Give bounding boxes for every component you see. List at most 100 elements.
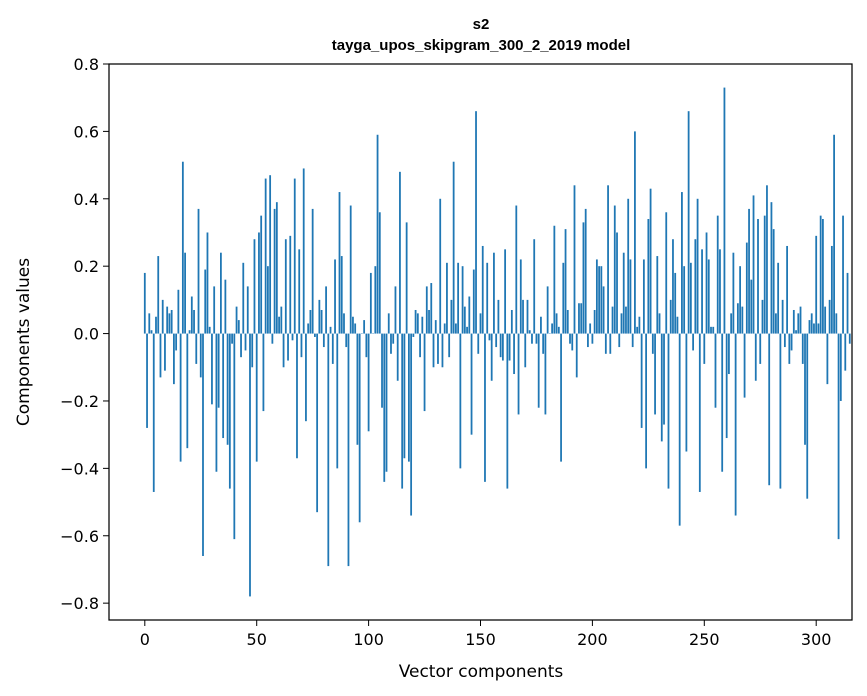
x-tick-label: 300: [801, 630, 832, 649]
bar-106: [381, 333, 383, 408]
x-tick-label: 50: [247, 630, 267, 649]
bar-257: [719, 249, 721, 334]
bar-52: [260, 215, 263, 334]
bar-299: [813, 323, 815, 334]
bar-238: [676, 316, 679, 334]
bar-128: [430, 283, 433, 334]
bar-276: [761, 299, 764, 334]
bar-232: [663, 333, 665, 425]
bar-222: [640, 333, 643, 428]
bar-212: [618, 333, 621, 348]
bar-83: [329, 326, 332, 334]
bar-235: [669, 299, 672, 334]
bar-152: [484, 333, 486, 482]
bar-279: [768, 333, 771, 486]
bar-4: [152, 333, 155, 492]
bar-112: [394, 286, 397, 334]
y-axis-ticks: −0.8 −0.6 −0.4 −0.2 0.0 0.2 0.4 0.6 0.8: [60, 55, 109, 613]
bar-60: [278, 316, 280, 334]
bar-95: [356, 333, 359, 445]
bar-158: [497, 299, 500, 334]
bar-45: [244, 333, 247, 351]
bar-43: [240, 333, 242, 358]
bar-125: [423, 333, 426, 412]
bar-122: [416, 313, 419, 334]
bar-173: [531, 333, 533, 344]
bar-280: [770, 202, 773, 334]
bar-25: [199, 333, 202, 378]
bar-143: [463, 306, 466, 334]
bar-207: [607, 185, 609, 334]
bar-201: [593, 309, 596, 334]
bar-47: [249, 333, 251, 597]
bar-300: [815, 235, 818, 334]
bar-169: [522, 299, 524, 334]
bar-76: [314, 333, 316, 337]
bar-303: [822, 219, 824, 334]
bar-149: [477, 333, 480, 354]
bar-195: [580, 303, 583, 334]
bar-285: [781, 299, 784, 334]
bar-54: [264, 178, 267, 334]
bar-24: [197, 208, 200, 334]
bar-137: [450, 299, 453, 334]
x-tick-label: 0: [140, 630, 150, 649]
bar-8: [161, 299, 164, 334]
bar-273: [754, 333, 757, 381]
bar-57: [271, 333, 274, 344]
bar-101: [369, 272, 372, 334]
bar-70: [300, 333, 303, 358]
bar-21: [190, 296, 193, 334]
bar-166: [515, 205, 518, 334]
bar-157: [495, 333, 498, 348]
bar-200: [591, 333, 594, 344]
bar-265: [736, 303, 739, 334]
bar-186: [560, 333, 562, 462]
bar-142: [461, 266, 464, 334]
bar-63: [284, 239, 287, 334]
bar-167: [517, 333, 520, 415]
bar-170: [524, 333, 527, 368]
bar-304: [824, 306, 827, 334]
bar-58: [273, 208, 276, 334]
bar-49: [253, 239, 256, 334]
bar-16: [179, 333, 182, 462]
bar-205: [602, 286, 605, 334]
bar-177: [540, 316, 542, 334]
bar-50: [255, 333, 258, 462]
bar-185: [557, 326, 560, 334]
bar-198: [587, 333, 589, 348]
bar-168: [519, 259, 522, 334]
bar-133: [441, 333, 444, 368]
bar-221: [638, 316, 641, 334]
bar-153: [486, 262, 489, 334]
bar-209: [611, 306, 614, 334]
bar-92: [349, 205, 352, 334]
bar-160: [501, 333, 504, 361]
bar-211: [616, 232, 618, 334]
bar-135: [446, 262, 448, 334]
bar-275: [759, 333, 762, 364]
bar-294: [801, 333, 804, 364]
bar-1: [146, 333, 148, 428]
bar-165: [513, 333, 515, 375]
bar-82: [327, 333, 330, 567]
bar-307: [830, 245, 833, 334]
bar-217: [629, 259, 632, 334]
bar-184: [555, 313, 558, 334]
bar-295: [804, 333, 806, 445]
bar-39: [231, 333, 233, 344]
bar-120: [412, 333, 415, 337]
bar-141: [459, 333, 462, 469]
bar-129: [432, 333, 435, 368]
bar-268: [743, 333, 746, 398]
y-tick-label: −0.2: [60, 392, 99, 411]
bar-277: [763, 215, 766, 334]
x-axis-ticks: 0 50 100 150 200 250 300: [140, 620, 832, 649]
bar-203: [598, 266, 601, 334]
bar-283: [777, 262, 780, 334]
bar-286: [783, 333, 786, 348]
bar-68: [296, 333, 298, 459]
bar-148: [475, 111, 477, 334]
chart-title: s2: [473, 16, 490, 33]
